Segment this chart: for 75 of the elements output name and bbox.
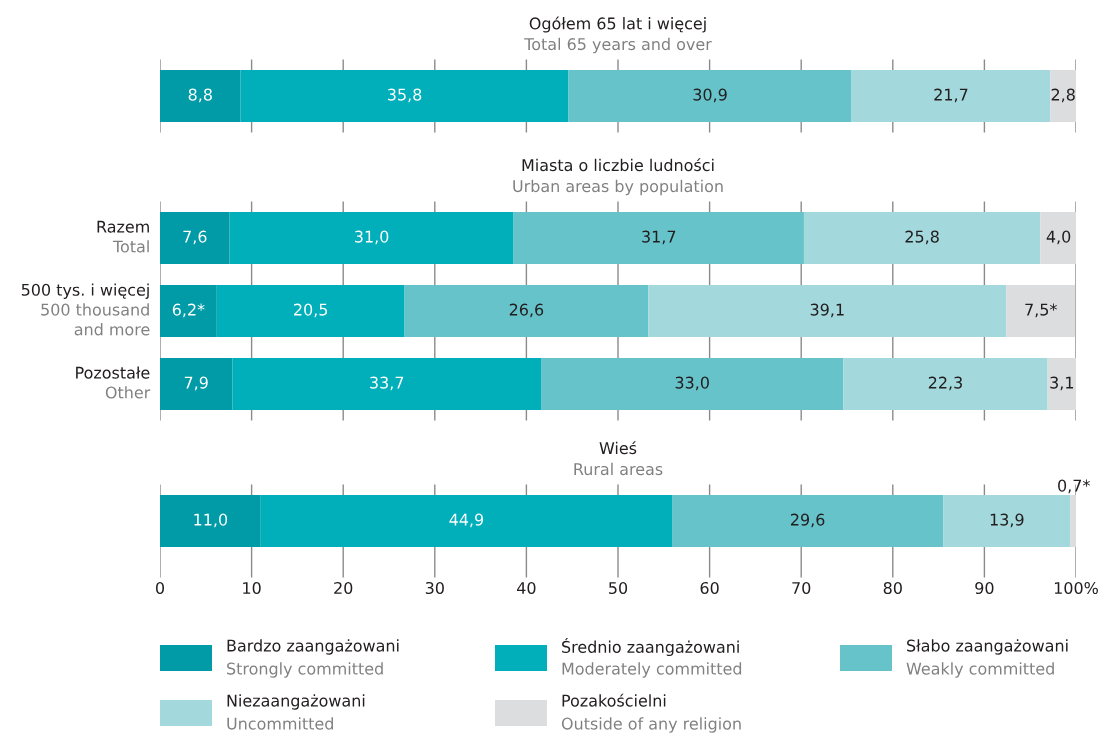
legend-label: Bardzo zaangażowani Strongly committed — [227, 639, 399, 678]
x-tick-label: 50 — [609, 581, 628, 595]
bar — [1006, 285, 1076, 337]
bar — [843, 358, 1048, 410]
data-label: 39,1 — [810, 303, 844, 318]
data-label: 20,5 — [294, 303, 328, 318]
chart-subtitle: Urban areas by population — [513, 179, 723, 196]
data-label: 33,0 — [675, 376, 709, 391]
x-tick-label: 80 — [883, 581, 902, 595]
chart-title: Miasta o liczbie ludności — [522, 158, 714, 172]
x-tick-label: 30 — [425, 581, 444, 595]
legend-label: Pozakościelni Outside of any religion — [561, 693, 741, 733]
data-label: 31,7 — [642, 230, 676, 245]
y-tick-label: 500 tys. i więcej 500 thousand and more — [21, 283, 150, 336]
bar — [672, 495, 944, 547]
legend-label: Niezaangażowani Uncommitted — [227, 694, 365, 730]
bar — [160, 70, 241, 122]
x-tick-label: 40 — [517, 581, 536, 595]
chart-subtitle: Rural areas — [574, 462, 663, 476]
bar — [1047, 358, 1076, 410]
bar — [1040, 212, 1076, 264]
bar — [216, 285, 405, 337]
y-tick-label: Razem Total — [97, 220, 149, 253]
chart-subtitle: Total 65 years and over — [524, 37, 712, 54]
data-label: 25,8 — [905, 230, 939, 245]
bar — [943, 495, 1071, 547]
bar — [851, 70, 1051, 122]
chart-title: Wieś — [599, 441, 637, 455]
data-label: 13,9 — [990, 513, 1024, 528]
bar — [260, 495, 673, 547]
x-tick-label: 0 — [155, 581, 165, 595]
data-label: 22,3 — [928, 376, 962, 391]
data-label: 31,0 — [355, 230, 389, 245]
bar — [160, 285, 217, 337]
data-label: 30,9 — [693, 88, 727, 103]
data-label: 7,5* — [1025, 303, 1057, 318]
data-label: 4,0 — [1046, 230, 1071, 245]
bar — [568, 70, 852, 122]
bar — [240, 70, 569, 122]
x-tick-label: 90 — [975, 581, 994, 595]
data-label: 2,8 — [1051, 88, 1075, 103]
data-label: 35,8 — [388, 88, 422, 103]
x-tick-label: 100% — [1054, 581, 1098, 595]
bar — [513, 212, 804, 264]
chart-title: Ogółem 65 lat i więcej — [529, 16, 706, 33]
data-label: 29,6 — [791, 513, 825, 528]
data-label: 7,9 — [184, 376, 208, 391]
data-label: 21,7 — [934, 88, 968, 103]
bar — [160, 358, 233, 410]
bar — [160, 495, 261, 547]
data-label: 6,2* — [172, 303, 205, 318]
bar — [1050, 70, 1076, 122]
data-label: 0,7* — [1058, 479, 1090, 494]
data-label: 3,1 — [1050, 376, 1074, 391]
bar — [541, 358, 844, 410]
data-label: 26,6 — [509, 303, 544, 318]
y-tick-label: Pozostałe Other — [76, 366, 151, 399]
bar — [803, 212, 1041, 264]
bar — [160, 212, 230, 264]
bar — [648, 285, 1007, 337]
x-tick-label: 10 — [243, 581, 261, 595]
bar — [1070, 495, 1076, 547]
bar — [404, 285, 649, 337]
data-label: 33,7 — [370, 376, 404, 391]
x-tick-label: 60 — [700, 581, 719, 595]
data-label: 44,9 — [449, 513, 484, 528]
data-label: 7,6 — [183, 230, 207, 245]
bar — [229, 212, 514, 264]
data-label: 8,8 — [188, 88, 212, 103]
x-tick-label: 20 — [334, 581, 353, 595]
legend-label: Średnio zaangażowani Moderately committed — [562, 637, 742, 678]
data-label: 11,0 — [194, 513, 228, 528]
x-tick-label: 70 — [792, 581, 811, 595]
legend-label: Słabo zaangażowani Weakly committed — [906, 639, 1068, 678]
bar — [232, 358, 542, 410]
